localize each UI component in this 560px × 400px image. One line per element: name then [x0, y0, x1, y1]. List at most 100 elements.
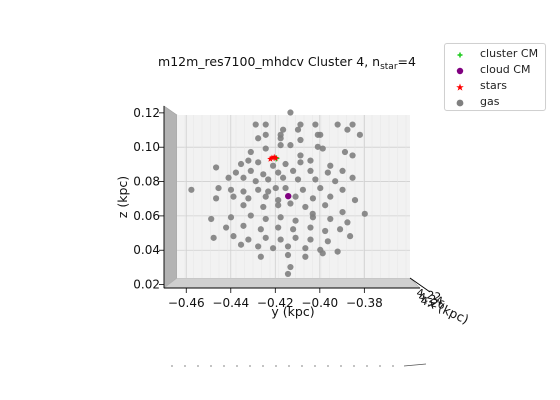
gas-point — [252, 178, 259, 185]
z-tick-label: 0.12 — [133, 106, 160, 120]
gas-point — [322, 202, 329, 209]
gas-point — [260, 171, 267, 178]
legend-item-stars: stars — [445, 78, 545, 94]
gas-point — [341, 148, 349, 156]
gas-point — [282, 184, 289, 192]
gas-point — [275, 224, 282, 231]
gas-point — [312, 176, 319, 183]
gas-point — [332, 178, 339, 185]
gas-point — [309, 210, 316, 217]
depth-tick-label: 4.26 — [419, 294, 446, 312]
gas-point — [215, 184, 222, 192]
legend-item-gas: gas — [445, 94, 545, 110]
gas-point — [292, 234, 299, 241]
gas-point — [279, 174, 287, 181]
gas-point — [349, 152, 356, 159]
gas-point — [227, 186, 235, 193]
gas-point — [237, 241, 245, 248]
gas-point — [302, 253, 309, 260]
gas-point — [349, 174, 356, 181]
gas-point — [347, 233, 354, 240]
circle-marker-icon — [456, 67, 464, 75]
gas-point — [223, 224, 230, 231]
gas-point — [317, 184, 324, 192]
gas-point — [284, 270, 292, 278]
projected-tick-row — [171, 363, 427, 367]
gas-point — [247, 148, 254, 156]
gas-point — [225, 174, 232, 181]
gas-point — [290, 167, 297, 175]
depth-axis: 4.22 4.24 4.26 x (kpc) — [415, 286, 471, 327]
gas-point — [299, 186, 307, 193]
gas-point — [262, 193, 269, 200]
gas-point — [257, 253, 264, 260]
gas-point — [252, 121, 259, 128]
gas-point — [324, 238, 331, 245]
z-tick-label: 0.02 — [133, 278, 160, 292]
gas-point — [307, 167, 314, 175]
gas-point — [297, 136, 304, 144]
gas-point — [269, 245, 277, 252]
gas-point — [277, 214, 284, 221]
x-axis-label: y (kpc) — [271, 304, 314, 319]
gas-point — [247, 167, 254, 175]
depth-tick-label: 4.22 — [415, 286, 442, 304]
gas-point — [262, 121, 269, 128]
gas-point — [279, 126, 287, 133]
gas-point — [240, 202, 247, 209]
gas-point — [302, 245, 309, 252]
x-tick-label: −0.46 — [168, 296, 205, 310]
z-tick-label: 0.06 — [133, 209, 160, 223]
gas-point — [210, 234, 217, 241]
gas-point — [262, 145, 269, 152]
legend-item-cloud-cm: cloud CM — [445, 62, 545, 78]
gas-point — [344, 126, 351, 133]
gas-point — [277, 142, 284, 149]
gas-point — [240, 188, 247, 195]
gas-point — [302, 203, 309, 211]
gas-point — [287, 142, 294, 149]
gas-point — [319, 250, 326, 257]
gas-point — [255, 243, 262, 250]
gas-point — [262, 234, 269, 241]
gas-point — [292, 193, 299, 200]
circle-marker-icon — [456, 99, 464, 107]
gas-point — [339, 186, 346, 193]
x-ticks: −0.46 −0.44 −0.42 −0.40 −0.38 — [168, 288, 383, 310]
gas-point — [307, 157, 314, 164]
gas-point — [297, 159, 304, 166]
cross-marker-icon — [457, 52, 463, 58]
star-point — [272, 154, 279, 161]
x-tick-label: −0.42 — [257, 296, 294, 310]
z-tick-label: 0.08 — [133, 175, 160, 189]
gas-point — [294, 126, 302, 133]
gas-point — [227, 214, 235, 221]
gas-point — [356, 131, 363, 138]
star-marker-icon — [456, 83, 464, 91]
star-point — [267, 155, 274, 162]
gas-point — [208, 215, 215, 223]
gas-point — [297, 152, 304, 159]
cloud-cm-point — [285, 192, 292, 200]
gas-point — [307, 236, 314, 243]
gas-point — [237, 160, 245, 168]
gas-point — [314, 143, 321, 150]
gas-point — [309, 195, 317, 202]
x-tick-label: −0.40 — [301, 296, 338, 310]
legend-label: gas — [480, 95, 500, 108]
gas-point — [257, 226, 264, 233]
gas-point — [275, 202, 282, 209]
gas-point — [212, 164, 220, 171]
gas-point — [260, 203, 267, 211]
gas-point — [287, 263, 294, 271]
x-tick-label: −0.44 — [212, 296, 249, 310]
gas-point — [334, 121, 341, 128]
gas-point — [255, 159, 262, 166]
star-point — [270, 153, 278, 160]
gas-point — [287, 109, 294, 116]
projected-axis-stub — [403, 363, 427, 367]
gas-point — [327, 193, 334, 200]
gas-point — [265, 176, 272, 183]
gas-point — [262, 131, 269, 138]
